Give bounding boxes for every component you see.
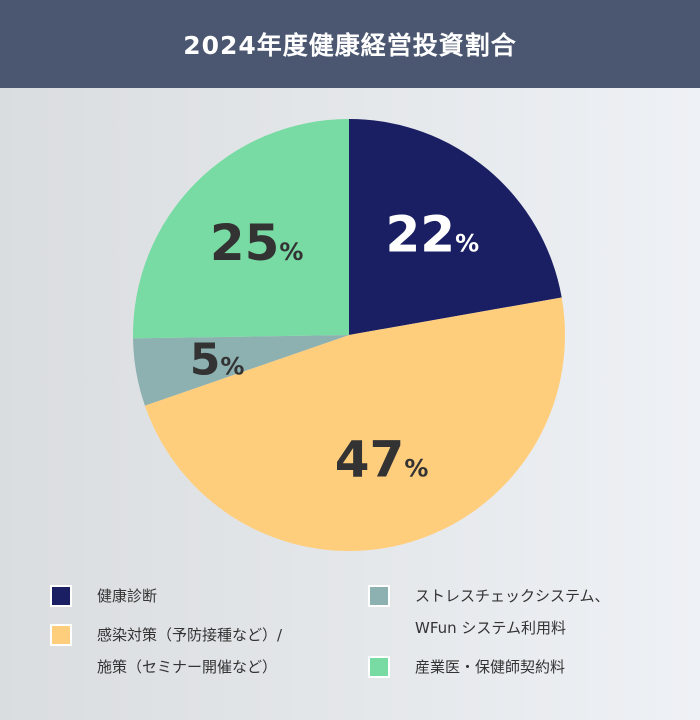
legend-swatch <box>50 585 72 607</box>
legend-label: 産業医・保健師契約料 <box>415 658 566 676</box>
pie-slice <box>133 335 349 406</box>
pie-slice <box>349 119 562 335</box>
legend-item-health-checkup: 健康診断 <box>50 585 282 612</box>
legend-item-infection-control: 感染対策（予防接種など）/ 施策（セミナー開催など） <box>50 624 282 683</box>
data-label: 5% <box>190 334 245 385</box>
legend-swatch <box>50 624 72 646</box>
legend-swatch <box>368 656 390 678</box>
legend-label-line: WFun システム利用料 <box>415 619 566 637</box>
chart-title: 2024年度健康経営投資割合 <box>0 0 700 88</box>
legend-item-occupational-doctor: 産業医・保健師契約料 <box>368 656 610 683</box>
legend-label: 健康診断 <box>97 587 158 605</box>
data-label: 22% <box>385 206 479 264</box>
pie-slice <box>133 119 349 339</box>
legend-label: ストレスチェックシステム、 WFun システム利用料 <box>415 580 610 644</box>
legend-label-line: ストレスチェックシステム、 <box>415 587 610 605</box>
legend-label: 感染対策（予防接種など）/ 施策（セミナー開催など） <box>97 619 282 683</box>
legend-right: ストレスチェックシステム、 WFun システム利用料 産業医・保健師契約料 <box>368 585 610 695</box>
legend-swatch <box>368 585 390 607</box>
data-label: 47% <box>335 430 429 488</box>
pie-slice <box>144 297 565 551</box>
data-label: 25% <box>210 214 304 272</box>
legend-label-line: 施策（セミナー開催など） <box>97 658 278 676</box>
pie-chart: 22% 47% 5% 25% <box>133 119 565 551</box>
legend-label-line: 感染対策（予防接種など）/ <box>97 626 283 644</box>
legend-left: 健康診断 感染対策（予防接種など）/ 施策（セミナー開催など） <box>50 585 282 695</box>
legend-item-stress-check: ストレスチェックシステム、 WFun システム利用料 <box>368 585 610 644</box>
